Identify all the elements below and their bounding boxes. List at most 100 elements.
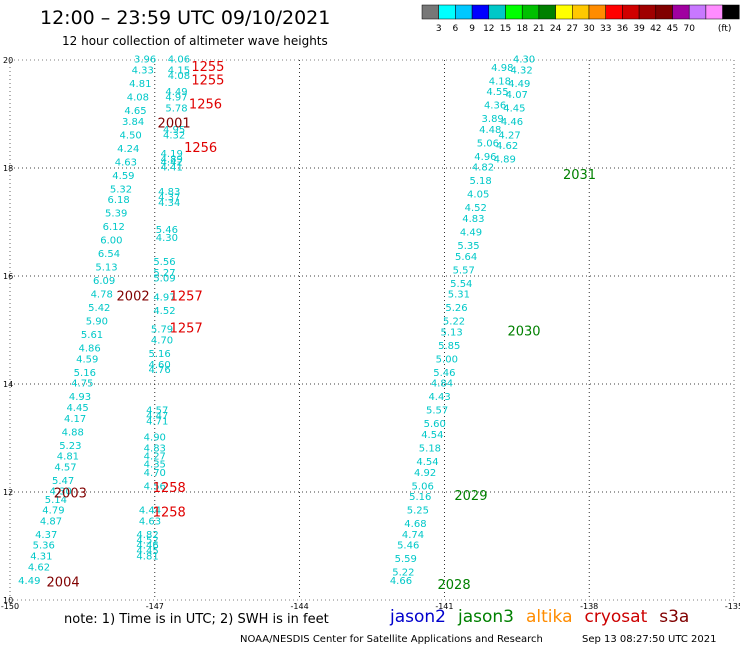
wave-height-value: 5.23 [59,441,81,452]
wave-height-value: 5.31 [448,290,470,301]
wave-height-value: 5.78 [165,103,187,114]
legend-label: 33 [600,24,611,34]
x-tick-label: -144 [291,602,309,610]
wave-height-value: 4.86 [79,344,101,355]
wave-height-value: 4.42 [161,157,183,168]
wave-height-value: 5.32 [110,184,132,195]
wave-height-value: 4.15 [168,66,190,77]
y-tick-label: 16 [3,272,13,281]
wave-height-value: 4.06 [168,55,190,66]
wave-height-value: 3.89 [482,114,504,125]
wave-height-value: 4.93 [69,392,91,403]
wave-height-value: 4.62 [496,141,518,152]
wave-height-value: 5.42 [88,303,110,314]
satellite-jason2: jason2 [390,607,446,627]
wave-height-value: 4.18 [489,76,511,87]
wave-height-value: 6.18 [107,195,129,206]
wave-height-value: 4.31 [30,552,52,563]
wave-height-value: 5.57 [426,406,448,417]
wave-height-value: 4.70 [144,468,166,479]
wave-height-value: 4.37 [158,192,180,203]
wave-height-value: 5.25 [407,506,429,517]
wave-height-value: 5.14 [45,495,67,506]
wave-height-value: 5.00 [436,354,458,365]
wave-height-value: 4.32 [510,66,532,77]
wave-height-value: 6.54 [98,249,120,260]
wave-height-value: 4.59 [76,354,98,365]
legend-label: 18 [516,24,528,34]
y-tick-label: 14 [3,380,13,389]
wave-height-value: 4.95 [163,125,185,136]
satellite-s3a: s3a [659,607,690,627]
pass-time-label: 1256 [184,141,217,156]
wave-height-value: 5.56 [153,257,175,268]
wave-height-value: 5.54 [450,279,472,290]
y-tick-label: 18 [3,164,13,173]
wave-height-value: 4.37 [35,530,57,541]
wave-height-value: 4.45 [66,403,88,414]
wave-height-value: 4.55 [486,87,508,98]
x-tick-label: -150 [1,602,19,610]
pass-time-label: 1256 [189,98,222,113]
wave-height-value: 4.63 [115,157,137,168]
wave-height-value: 4.08 [127,93,149,104]
x-tick-label: -135 [725,602,740,610]
wave-height-value: 4.78 [91,290,113,301]
wave-height-value: 4.71 [146,417,168,428]
wave-height-value: 4.46 [136,541,158,552]
x-tick-label: -138 [580,602,598,610]
wave-height-value: 5.16 [74,368,96,379]
wave-height-value: 4.47 [146,411,168,422]
wave-height-value: 4.49 [508,79,530,90]
page-title: 12:00 – 23:59 UTC 09/10/2021 [40,7,331,29]
legend-label: 42 [650,24,661,34]
wave-height-value: 4.70 [151,336,173,347]
wave-height-value: 4.27 [498,130,520,141]
wave-height-value: 4.81 [57,452,79,463]
wave-height-value: 4.92 [414,468,436,479]
wave-height-value: 4.56 [144,481,166,492]
wave-height-value: 4.57 [146,406,168,417]
legend-label: 6 [453,24,459,34]
legend-label: 70 [683,24,695,34]
legend-label: 30 [583,24,595,34]
satellite-altika: altika [526,607,573,627]
wave-height-value: 5.16 [148,349,170,360]
y-tick-label: 12 [3,488,13,497]
wave-height-value: 3.84 [122,117,144,128]
legend-label: 24 [550,24,562,34]
legend-label: 39 [633,24,645,34]
wave-height-value: 5.36 [33,541,55,552]
wave-height-value: 4.88 [62,427,84,438]
wave-height-value: 4.65 [124,106,146,117]
wave-height-value: 4.83 [144,444,166,455]
color-legend: 3 6 9 12 15 18 21 24 27 30 33 36 39 42 45 70 (ft) [421,4,740,34]
wave-height-value: 4.30 [513,55,535,66]
wave-height-value: 4.81 [129,79,151,90]
wave-height-value: 4.90 [144,433,166,444]
pass-time-label: 1255 [191,60,224,75]
wave-height-value: 4.96 [474,152,496,163]
wave-height-value: 5.64 [455,252,477,263]
satellite-legend: jason2 jason3 altika cryosat s3a [390,607,701,627]
wave-height-value: 4.45 [503,103,525,114]
wave-height-value: 4.52 [136,535,158,546]
wave-height-value: 4.08 [168,71,190,82]
wave-height-value: 5.79 [151,325,173,336]
wave-height-value: 4.45 [136,546,158,557]
x-tick-label: -147 [146,602,164,610]
pass-time-label: 1255 [191,73,224,88]
pass-time-label: 1257 [170,289,203,304]
timestamp: Sep 13 08:27:50 UTC 2021 [582,634,717,645]
wave-height-value: 4.05 [467,190,489,201]
wave-height-value: 5.85 [438,341,460,352]
wave-height-value: 6.00 [100,236,122,247]
wave-height-value: 5.26 [445,303,467,314]
wave-height-value: 4.89 [494,155,516,166]
wave-height-value: 4.89 [161,155,183,166]
wave-height-value: 4.98 [491,63,513,74]
wave-height-value: 4.59 [112,171,134,182]
wave-height-value: 4.24 [117,144,139,155]
wave-height-value: 5.13 [441,327,463,338]
wave-height-value: 4.54 [416,457,438,468]
